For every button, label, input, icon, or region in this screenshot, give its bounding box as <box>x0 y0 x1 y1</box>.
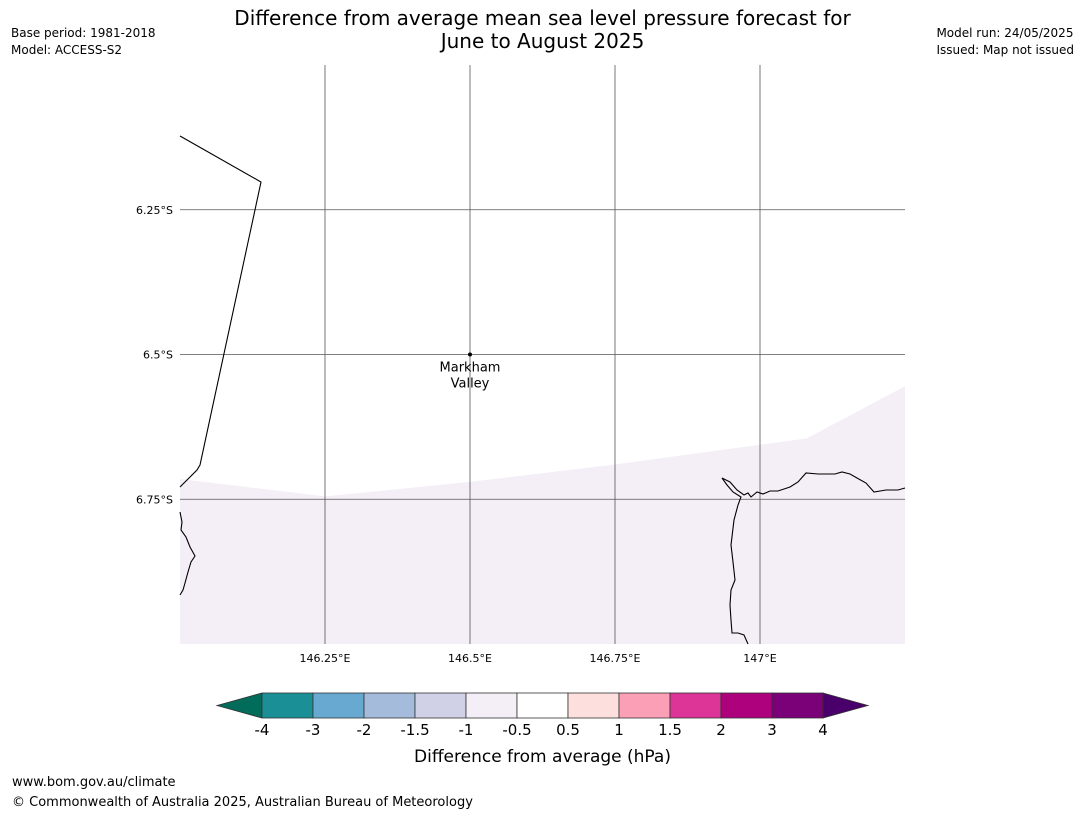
colorbar-swatch <box>312 692 365 719</box>
model-text: Model: ACCESS-S2 <box>11 43 123 57</box>
lat-tick-label: 6.75°S <box>136 493 173 506</box>
footer-copyright: © Commonwealth of Australia 2025, Austra… <box>12 795 473 810</box>
colorbar-tick-label: -3 <box>306 721 321 739</box>
lon-tick-label: 146.5°E <box>448 652 492 665</box>
colorbar-tick-label: -2 <box>357 721 372 739</box>
issued-text: Issued: Map not issued <box>936 43 1074 57</box>
model-run-text: Model run: 24/05/2025 <box>936 26 1074 40</box>
markham-valley-marker <box>468 352 472 357</box>
shaded-anomaly-region <box>180 386 905 644</box>
colorbar-tick-label: 1 <box>614 721 624 739</box>
map-title-line1: Difference from average mean sea level p… <box>234 6 851 30</box>
colorbar-swatch <box>720 692 773 719</box>
lon-tick-label: 147°E <box>743 652 776 665</box>
colorbar-swatch <box>261 692 314 719</box>
header-meta-left: Base period: 1981-2018 Model: ACCESS-S2 <box>11 25 156 59</box>
colorbar-swatch <box>618 692 671 719</box>
header-meta-right: Model run: 24/05/2025 Issued: Map not is… <box>936 25 1074 59</box>
colorbar-tick-label: 1.5 <box>658 721 682 739</box>
colorbar-swatch <box>465 692 518 719</box>
place-label-line2: Valley <box>451 377 490 392</box>
colorbar-tick-label: 3 <box>767 721 777 739</box>
colorbar-tick-label: 4 <box>818 721 828 739</box>
colorbar-swatch <box>363 692 416 719</box>
lon-tick-label: 146.75°E <box>590 652 641 665</box>
map-title: Difference from average mean sea level p… <box>0 7 1085 53</box>
coastline-west <box>179 511 196 596</box>
colorbar-swatch <box>414 692 467 719</box>
base-period-text: Base period: 1981-2018 <box>11 26 156 40</box>
colorbar-swatch <box>567 692 620 719</box>
coastline-east <box>721 471 906 498</box>
colorbar-tick-label: -1.5 <box>400 721 429 739</box>
colorbar-tick-label: -4 <box>255 721 270 739</box>
colorbar-extend-high <box>822 692 870 719</box>
footer-url[interactable]: www.bom.gov.au/climate <box>12 775 176 790</box>
lat-tick-label: 6.5°S <box>143 349 173 362</box>
colorbar-swatch <box>669 692 722 719</box>
river-line <box>721 477 749 645</box>
colorbar-tick-label: -1 <box>459 721 474 739</box>
colorbar-swatch <box>516 692 569 719</box>
colorbar-extend-low <box>215 692 263 719</box>
colorbar: -4 -3 -2 -1.5 -1 -0.5 0.5 1 1.5 2 3 4 Difference fro… <box>215 692 870 767</box>
gridlines <box>180 65 905 644</box>
colorbar-tick-label: 2 <box>716 721 726 739</box>
border-line <box>179 135 262 488</box>
colorbar-tick-label: -0.5 <box>502 721 531 739</box>
lon-tick-label: 146.25°E <box>300 652 351 665</box>
place-label-line1: Markham <box>440 361 501 376</box>
coastlines <box>179 135 906 645</box>
map-plot-area <box>179 65 906 645</box>
colorbar-swatch <box>771 692 824 719</box>
forecast-map: 6.25°S 6.5°S 6.75°S 146.25°E 146.5°E 146.75°E… <box>136 65 906 767</box>
colorbar-tick-label: 0.5 <box>556 721 580 739</box>
map-title-line2: June to August 2025 <box>440 29 645 53</box>
map-labels: 6.25°S 6.5°S 6.75°S 146.25°E 146.5°E 146.75°E… <box>136 204 777 665</box>
colorbar-label: Difference from average (hPa) <box>414 747 671 767</box>
lat-tick-label: 6.25°S <box>136 204 173 217</box>
